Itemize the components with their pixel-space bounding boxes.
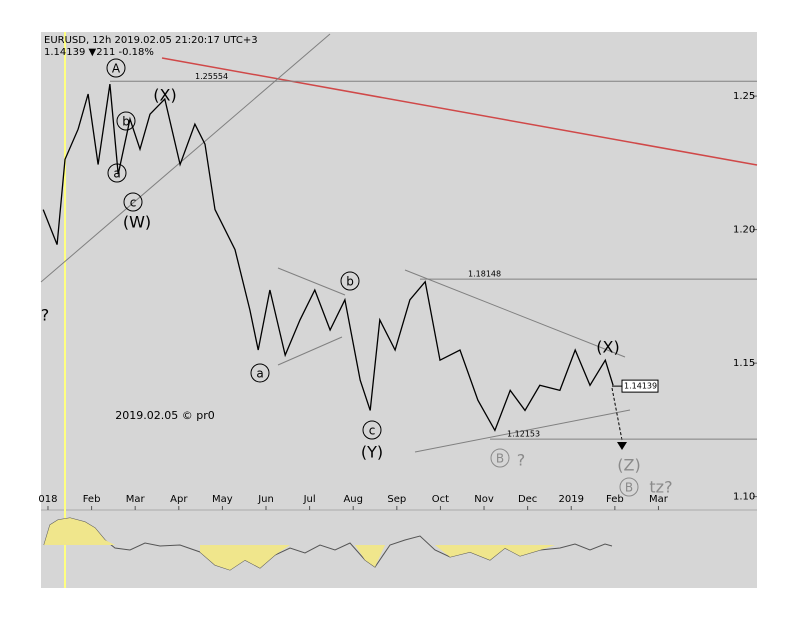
wave-circle xyxy=(106,58,126,78)
trend-line xyxy=(161,57,758,166)
wave-circle xyxy=(250,363,270,383)
wave-label: a xyxy=(113,167,120,181)
wave-label: ? xyxy=(41,306,50,325)
x-tick-label: Oct xyxy=(432,494,449,505)
x-tick-label: 018 xyxy=(38,494,57,505)
wave-label: c xyxy=(130,196,137,210)
wave-label: (X) xyxy=(596,338,619,357)
x-tick-label: Jul xyxy=(303,494,316,505)
x-tick-label: May xyxy=(212,494,233,505)
wave-circle xyxy=(107,163,127,183)
x-tick-label: Dec xyxy=(518,494,537,505)
arrow-head xyxy=(617,442,627,450)
wave-label: ? xyxy=(517,451,526,470)
wave-label: 2019.02.05 © pr0 xyxy=(115,409,214,422)
x-tick-label: Mar xyxy=(126,494,146,505)
wave-label: (Y) xyxy=(361,443,383,462)
wave-label: c xyxy=(369,424,376,438)
x-tick-label: Aug xyxy=(343,494,363,505)
level-label: 1.18148 xyxy=(468,270,501,279)
oscillator-fill xyxy=(200,545,555,570)
y-tick-label: 1.25 xyxy=(733,91,755,102)
wave-circle xyxy=(490,448,510,468)
chart-background xyxy=(41,32,757,588)
wave-circle xyxy=(123,192,143,212)
projection-arrow xyxy=(611,387,623,441)
y-tick-label: 1.10 xyxy=(733,492,755,503)
trend-line xyxy=(277,336,343,366)
wave-circle xyxy=(340,271,360,291)
x-tick-label: Mar xyxy=(649,494,669,505)
trend-line xyxy=(414,409,631,453)
x-tick-label: Sep xyxy=(387,494,406,505)
chart-title: EURUSD, 12h 2019.02.05 21:20:17 UTC+3 xyxy=(44,35,258,46)
wave-label: b xyxy=(346,275,354,289)
price-tag-label: 1.14139 xyxy=(624,382,657,391)
trend-line xyxy=(404,269,626,358)
wave-label: B xyxy=(496,452,504,466)
wave-label: B xyxy=(625,481,633,495)
wave-label: (X) xyxy=(153,86,176,105)
x-tick-label: 2019 xyxy=(559,494,584,505)
level-label: 1.25554 xyxy=(195,72,228,81)
wave-circle xyxy=(362,420,382,440)
x-tick-label: Feb xyxy=(606,494,624,505)
price-tag xyxy=(621,379,659,393)
price-line xyxy=(42,84,614,432)
wave-circle xyxy=(619,477,639,497)
wave-label: a xyxy=(256,367,263,381)
x-tick-label: Feb xyxy=(83,494,101,505)
trend-line xyxy=(40,33,331,283)
x-tick-label: Apr xyxy=(170,494,188,505)
level-label: 1.12153 xyxy=(507,430,540,439)
x-tick-label: Jun xyxy=(257,494,274,505)
wave-circle xyxy=(116,111,136,131)
y-tick-label: 1.15 xyxy=(733,358,755,369)
wave-label: tz? xyxy=(649,478,672,497)
oscillator-fill xyxy=(44,518,115,545)
chart-subtitle: 1.14139 ▼211 -0.18% xyxy=(44,47,154,58)
wave-label: A xyxy=(112,62,121,76)
x-tick-label: Nov xyxy=(474,494,494,505)
trend-line xyxy=(277,267,346,296)
wave-label: b xyxy=(122,115,130,129)
wave-label: (Z) xyxy=(617,456,640,475)
wave-label: (W) xyxy=(123,213,151,232)
y-tick-label: 1.20 xyxy=(733,225,755,236)
